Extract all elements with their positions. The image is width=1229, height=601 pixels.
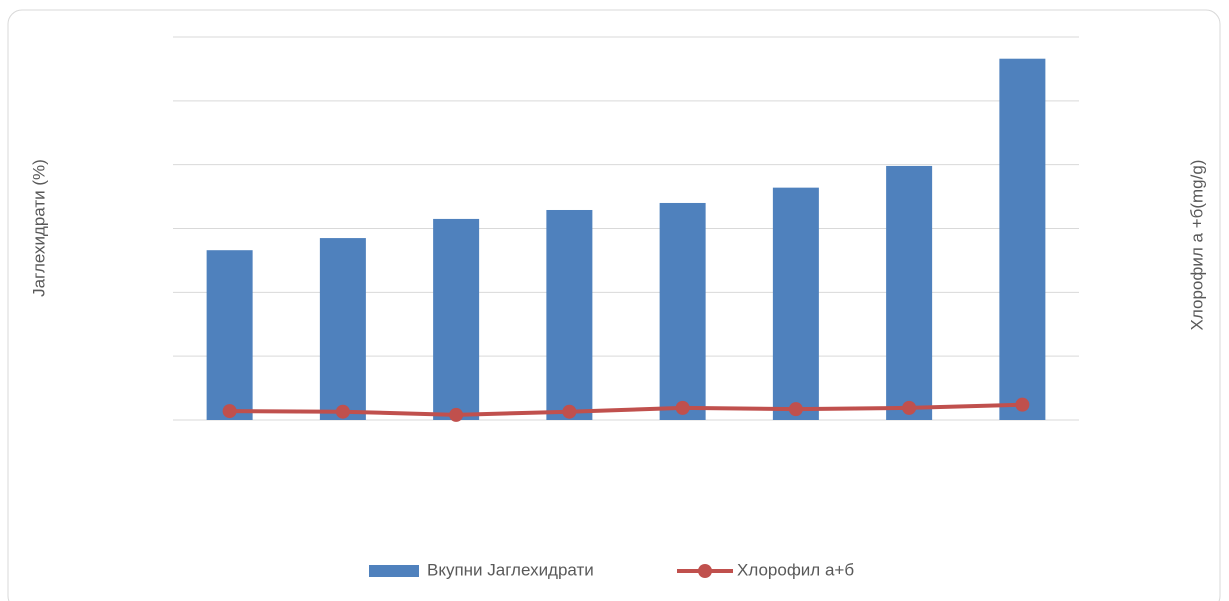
bar — [886, 165, 933, 420]
line-point — [675, 400, 690, 415]
bar — [319, 238, 366, 420]
legend-marker — [698, 564, 712, 578]
legend-label: Хлорофил а+б — [737, 560, 854, 579]
legend-swatch — [369, 565, 419, 577]
bar — [433, 218, 480, 420]
bar — [999, 58, 1046, 420]
y-axis-label: Јаглехидрати (%) — [29, 159, 48, 297]
bar — [206, 250, 253, 420]
chart-frame — [7, 9, 1221, 601]
bar — [772, 187, 819, 420]
bar — [659, 202, 706, 420]
line-point — [788, 402, 803, 417]
line-point — [902, 400, 917, 415]
line-point — [1015, 397, 1030, 412]
line-point — [562, 404, 577, 419]
line — [229, 402, 1023, 417]
line-point — [449, 407, 464, 422]
line-point — [335, 404, 350, 419]
legend-label: Вкупни Јаглехидрати — [427, 560, 594, 579]
bar — [546, 209, 593, 420]
line-point — [222, 404, 237, 419]
y2-axis-label: Хлорофил а +б(mg/g) — [1187, 160, 1206, 331]
